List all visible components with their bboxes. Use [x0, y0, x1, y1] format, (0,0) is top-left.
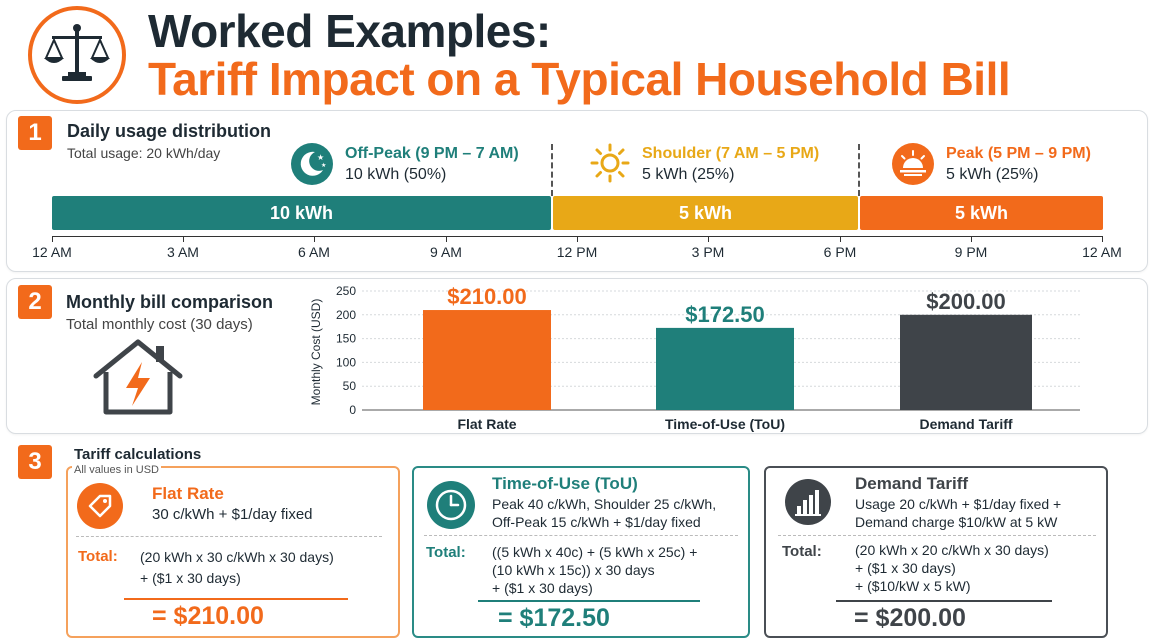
x-category-label: Demand Tariff [919, 416, 1012, 432]
y-tick-label: 0 [349, 403, 356, 417]
time-tick-label: 12 PM [556, 244, 598, 260]
divider [424, 535, 738, 536]
time-tick-label: 3 AM [167, 244, 199, 260]
divider [76, 536, 382, 537]
section-number-1: 1 [18, 116, 52, 150]
period-divider [858, 144, 860, 196]
period-value-offpeak: 10 kWh (50%) [345, 166, 447, 183]
total-label: Total: [426, 544, 466, 561]
bill-subtitle: Total monthly cost (30 days) [66, 316, 253, 333]
bill-title: Monthly bill comparison [66, 292, 274, 312]
page-subtitle: Tariff Impact on a Typical Household Bil… [148, 53, 1011, 105]
time-tick-label: 12 AM [32, 244, 72, 260]
total-label: Total: [78, 548, 118, 565]
period-value-peak: 5 kWh (25%) [946, 166, 1039, 183]
period-name-offpeak: Off-Peak (9 PM – 7 AM) [345, 145, 519, 162]
calc-line: (20 kWh x 30 c/kWh x 30 days) [140, 549, 334, 565]
total-value: = $210.00 [152, 602, 264, 630]
clock-icon [427, 481, 475, 529]
usage-title: Daily usage distribution [67, 121, 272, 141]
y-tick-label: 250 [336, 284, 356, 298]
time-tick [446, 236, 447, 242]
usage-subtitle: Total usage: 20 kWh/day [67, 145, 221, 161]
bar [656, 327, 794, 410]
usage-bar-shoulder: 5 kWh [553, 196, 858, 230]
y-tick-label: 150 [336, 332, 356, 346]
card-desc: 30 c/kWh + $1/day fixed [152, 506, 313, 523]
calc-note: All values in USD [72, 464, 161, 476]
card-title: Flat Rate [152, 484, 224, 503]
total-underline [124, 598, 348, 600]
scales-icon [44, 24, 110, 81]
card-desc: Demand charge $10/kW at 5 kW [855, 514, 1058, 530]
usage-panel [6, 110, 1148, 272]
usage-bar-offpeak: 10 kWh [52, 196, 551, 230]
calc-line: ((5 kWh x 40c) + (5 kWh x 25c) + [492, 544, 698, 560]
bar-value-label: $210.00 [447, 284, 527, 309]
card-title: Time-of-Use (ToU) [492, 474, 638, 493]
calc-line: + ($1 x 30 days) [855, 560, 956, 576]
bill-chart: Monthly Cost (USD) 0 50 100 150 200 250 $210.… [309, 284, 1080, 432]
calc-line: (20 kWh x 20 c/kWh x 30 days) [855, 542, 1049, 558]
card-desc: Off-Peak 15 c/kWh + $1/day fixed [492, 514, 701, 530]
moon-stars-icon: ★ ★ [291, 143, 333, 185]
time-tick [577, 236, 578, 242]
price-tag-icon [77, 483, 123, 529]
bar-chart-icon [785, 479, 831, 525]
time-tick-label: 3 PM [691, 244, 725, 260]
total-underline [478, 600, 700, 602]
usage-bar-peak: 5 kWh [860, 196, 1103, 230]
total-value: = $172.50 [498, 604, 610, 632]
y-tick-label: 100 [336, 355, 356, 369]
section-number-3: 3 [18, 445, 52, 479]
calc-line: + ($1 x 30 days) [140, 570, 241, 586]
period-name-shoulder: Shoulder (7 AM – 5 PM) [642, 145, 820, 162]
x-category-label: Flat Rate [457, 416, 516, 432]
svg-text:★: ★ [317, 153, 324, 162]
sun-icon [590, 143, 630, 183]
time-tick [840, 236, 841, 242]
card-flat-rate [66, 466, 400, 638]
x-category-label: Time-of-Use (ToU) [665, 416, 785, 432]
sunset-icon [892, 143, 934, 185]
bar-value-label: $172.50 [685, 302, 765, 327]
period-name-peak: Peak (5 PM – 9 PM) [946, 145, 1091, 162]
total-underline [836, 600, 1052, 602]
time-tick [314, 236, 315, 242]
card-desc: Peak 40 c/kWh, Shoulder 25 c/kWh, [492, 496, 717, 512]
bar [900, 314, 1032, 410]
calc-line: + ($10/kW x 5 kW) [855, 578, 971, 594]
time-tick-label: 9 AM [430, 244, 462, 260]
bar [423, 310, 551, 410]
time-tick-label: 6 AM [298, 244, 330, 260]
time-tick-label: 12 AM [1082, 244, 1122, 260]
calc-title: Tariff calculations [74, 446, 202, 463]
y-axis-label: Monthly Cost (USD) [309, 299, 323, 406]
house-lightning-icon [93, 339, 183, 415]
y-tick-label: 50 [343, 379, 357, 393]
section-number-2: 2 [18, 285, 52, 319]
bar-value-label: $200.00 [926, 289, 1006, 314]
time-tick [52, 236, 53, 242]
card-desc: Usage 20 c/kWh + $1/day fixed + [855, 496, 1062, 512]
y-tick-label: 200 [336, 308, 356, 322]
period-divider [551, 144, 553, 196]
time-tick-label: 6 PM [823, 244, 857, 260]
svg-text:★: ★ [321, 162, 326, 169]
time-tick [708, 236, 709, 242]
calc-line: + ($1 x 30 days) [492, 580, 593, 596]
page-title: Worked Examples: [148, 5, 551, 57]
time-tick-label: 9 PM [954, 244, 988, 260]
logo [28, 6, 126, 104]
card-title: Demand Tariff [855, 474, 969, 493]
period-value-shoulder: 5 kWh (25%) [642, 166, 735, 183]
time-tick [183, 236, 184, 242]
total-value: = $200.00 [854, 604, 966, 632]
time-tick [1102, 236, 1103, 242]
time-tick [971, 236, 972, 242]
total-label: Total: [782, 543, 822, 560]
divider [778, 535, 1096, 536]
calc-line: (10 kWh x 15c)) x 30 days [492, 562, 655, 578]
